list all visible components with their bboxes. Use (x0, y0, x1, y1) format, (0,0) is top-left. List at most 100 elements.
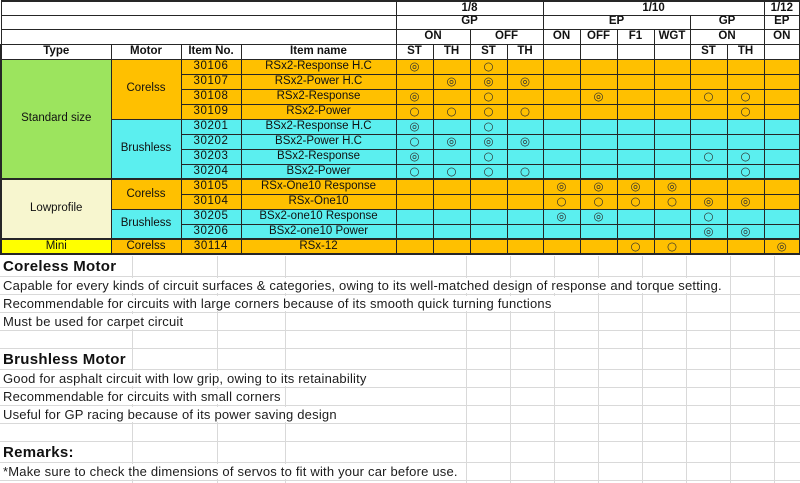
notes-section: Coreless Motor Capable for every kinds of… (0, 256, 800, 483)
mark-cell (506, 118, 544, 135)
mark-cell (653, 208, 691, 225)
mark-cell (542, 103, 581, 120)
header-spacer (0, 28, 397, 45)
mark-cell (506, 88, 544, 105)
channel-header-cell (763, 43, 800, 60)
mode-header-cell: ON (689, 28, 765, 45)
note-text: Brushless Motor (3, 350, 130, 368)
item-no-cell: 30108 (180, 88, 242, 105)
mark-cell: ○ (726, 163, 765, 180)
mode-header-cell: ON (542, 28, 581, 45)
mark-cell: ◎ (689, 223, 728, 240)
mark-cell (506, 223, 544, 240)
note-heading: Remarks: (0, 442, 800, 463)
scale-header-cell: 1/12 (763, 0, 800, 16)
mark-cell (432, 58, 471, 75)
mark-cell (506, 193, 544, 210)
mark-cell: ◎ (469, 73, 508, 90)
mark-cell (726, 73, 765, 90)
mark-cell (726, 58, 765, 75)
mark-cell: ○ (579, 193, 618, 210)
mark-cell (432, 193, 471, 210)
power-header-cell: EP (763, 14, 800, 30)
mark-cell: ◎ (579, 208, 618, 225)
item-name-cell: BSx2-Response (240, 148, 397, 165)
channel-header-cell (616, 43, 655, 60)
mark-cell: ○ (469, 118, 508, 135)
mark-cell: ◎ (542, 178, 581, 195)
mark-cell: ○ (653, 193, 691, 210)
note-heading: Brushless Motor (0, 349, 800, 370)
motor-group-cell: Corelss (110, 238, 182, 255)
item-no-cell: 30202 (180, 133, 242, 150)
mark-cell (653, 148, 691, 165)
mark-cell (395, 223, 434, 240)
item-name-cell: RSx-One10 Response (240, 178, 397, 195)
item-name-cell: BSx2-Response H.C (240, 118, 397, 135)
mark-cell: ◎ (579, 88, 618, 105)
item-name-cell: BSx2-Power (240, 163, 397, 180)
mark-cell (763, 58, 800, 75)
mark-cell: ○ (469, 163, 508, 180)
mark-cell (506, 58, 544, 75)
type-group-cell: Standard size (0, 58, 112, 180)
mark-cell (579, 133, 618, 150)
mark-cell: ○ (616, 193, 655, 210)
mark-cell (542, 163, 581, 180)
mark-cell: ◎ (726, 223, 765, 240)
channel-header-cell (579, 43, 618, 60)
mark-cell: ◎ (395, 88, 434, 105)
mode-header-cell: OFF (579, 28, 618, 45)
mark-cell (616, 223, 655, 240)
mark-cell: ○ (616, 238, 655, 255)
mark-cell (763, 148, 800, 165)
mark-cell: ◎ (726, 193, 765, 210)
column-header: Item No. (180, 43, 242, 60)
mark-cell: ○ (726, 148, 765, 165)
mark-cell (469, 208, 508, 225)
power-header-cell: GP (395, 14, 544, 30)
mark-cell: ○ (726, 103, 765, 120)
mark-cell: ◎ (395, 148, 434, 165)
mark-cell (395, 73, 434, 90)
item-no-cell: 30107 (180, 73, 242, 90)
mark-cell: ○ (469, 58, 508, 75)
mark-cell (579, 148, 618, 165)
mark-cell: ◎ (432, 73, 471, 90)
note-line: Capable for every kinds of circuit surfa… (0, 277, 800, 295)
mark-cell (616, 133, 655, 150)
mark-cell (763, 193, 800, 210)
mark-cell (432, 88, 471, 105)
mark-cell (689, 58, 728, 75)
mark-cell: ○ (469, 148, 508, 165)
motor-group-cell: Brushless (110, 208, 182, 240)
mark-cell (653, 73, 691, 90)
mark-cell (616, 58, 655, 75)
mark-cell: ○ (689, 88, 728, 105)
mark-cell: ○ (395, 163, 434, 180)
note-line (0, 424, 800, 442)
channel-header-cell: TH (506, 43, 544, 60)
note-text: Recommendable for circuits with large co… (3, 296, 556, 311)
mark-cell: ◎ (506, 73, 544, 90)
note-text: Recommendable for circuits with small co… (3, 389, 285, 404)
mark-cell (542, 73, 581, 90)
mark-cell (542, 118, 581, 135)
mark-cell (763, 118, 800, 135)
mark-cell (542, 58, 581, 75)
mark-cell (579, 103, 618, 120)
item-no-cell: 30201 (180, 118, 242, 135)
mark-cell (432, 208, 471, 225)
mark-cell (395, 178, 434, 195)
mark-cell (689, 133, 728, 150)
item-no-cell: 30105 (180, 178, 242, 195)
mark-cell (542, 88, 581, 105)
mark-cell (506, 238, 544, 255)
mark-cell: ◎ (432, 133, 471, 150)
mark-cell: ◎ (506, 133, 544, 150)
item-no-cell: 30205 (180, 208, 242, 225)
note-line: *Make sure to check the dimensions of se… (0, 463, 800, 481)
mark-cell (763, 163, 800, 180)
mark-cell (689, 103, 728, 120)
